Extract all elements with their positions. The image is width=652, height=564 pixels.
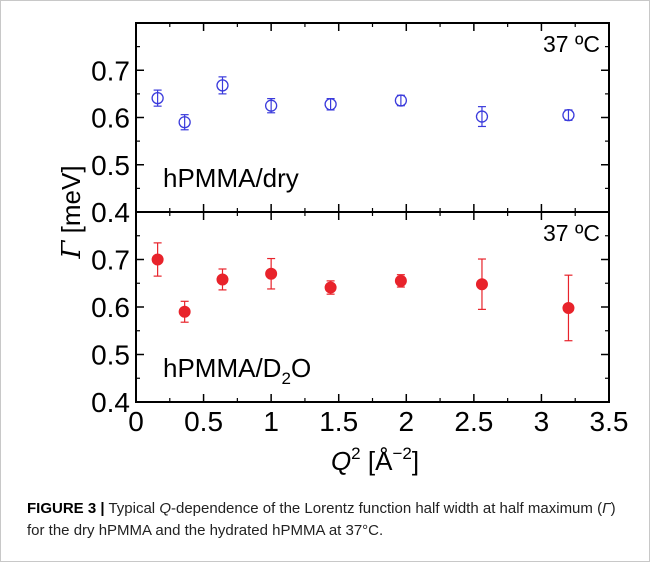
panel-label-sub: 2 — [281, 369, 290, 388]
data-point — [264, 99, 278, 112]
panel-frame — [135, 211, 610, 403]
data-point — [178, 116, 191, 129]
data-point — [216, 79, 229, 92]
y-tick-label: 0.5 — [91, 340, 130, 371]
x-axis-label-close: ] — [412, 446, 419, 476]
panel-label-main: hPMMA/D — [163, 353, 281, 383]
data-point — [178, 305, 191, 318]
x-axis-label-sup: 2 — [351, 444, 360, 463]
temperature-annotation: 37 ºC — [543, 220, 600, 246]
x-tick-label: 3.5 — [590, 406, 629, 437]
data-point — [475, 110, 489, 123]
caption-gamma: Γ — [602, 500, 611, 517]
temperature-annotation: 37 ºC — [543, 31, 600, 57]
y-tick-label: 0.6 — [91, 103, 130, 134]
x-tick-label: 1.5 — [319, 406, 358, 437]
data-point — [265, 267, 278, 280]
panel-bottom: 0.4 0.5 0.6 0.7 0 0.5 1 1.5 2 2.5 3 3.5 37 ºC hPMMA/D… — [91, 211, 629, 437]
x-tick-label: 2.5 — [454, 406, 493, 437]
x-tick-label: 3 — [534, 406, 550, 437]
y-axis-label-unit: [meV] — [56, 165, 86, 240]
data-point — [394, 94, 408, 107]
y-tick-label: 0.5 — [91, 150, 130, 181]
data-point — [394, 274, 407, 287]
x-tick-label: 0 — [128, 406, 144, 437]
y-tick-label: 0.6 — [91, 292, 130, 323]
panel-label: hPMMA/dry — [163, 163, 299, 193]
data-point — [562, 301, 575, 314]
y-tick-label: 0.4 — [91, 197, 130, 228]
y-tick-label: 0.7 — [91, 245, 130, 276]
caption-text-2: -dependence of the Lorentz function half… — [170, 500, 603, 517]
data-point — [151, 91, 164, 105]
y-axis-label: Γ [meV] — [56, 165, 87, 259]
panel-label: hPMMA/D2O — [163, 353, 311, 388]
x-axis-label-unit-sup: −2 — [392, 444, 411, 463]
data-point — [216, 273, 229, 286]
data-point — [324, 281, 337, 294]
figure-caption: FIGURE 3 | Typical Q-dependence of the L… — [27, 498, 627, 542]
data-point — [151, 253, 164, 266]
data-point — [562, 108, 575, 122]
caption-text-1: Typical — [108, 500, 160, 517]
caption-label: FIGURE 3 | — [27, 500, 105, 517]
y-tick-label: 0.7 — [91, 55, 130, 86]
x-axis-label-unit: [Å — [361, 446, 393, 476]
x-tick-label: 1 — [263, 406, 279, 437]
caption-q: Q — [159, 500, 171, 517]
x-axis-label-symbol: Q — [331, 446, 351, 476]
y-tick-label: 0.4 — [91, 387, 130, 418]
data-point — [324, 98, 337, 111]
x-tick-label: 0.5 — [184, 406, 223, 437]
panel-top: 0.4 0.5 0.6 0.7 37 ºC hPMMA/dry — [91, 22, 610, 228]
x-axis-label: Q2 [Å−2] — [331, 444, 419, 476]
caption-text-3: ) for the dry hPMMA and the hydrated hPM… — [27, 500, 616, 539]
x-tick-label: 2 — [398, 406, 414, 437]
panel-label-end: O — [291, 353, 311, 383]
y-axis-label-symbol: Γ — [57, 240, 87, 260]
data-point — [475, 278, 488, 291]
